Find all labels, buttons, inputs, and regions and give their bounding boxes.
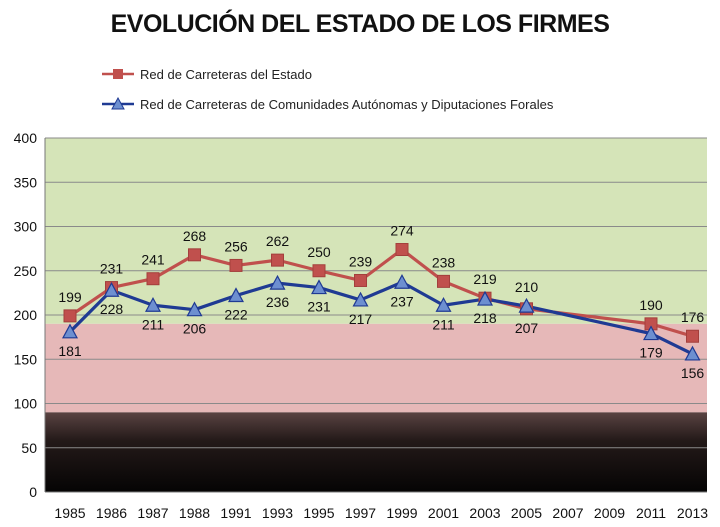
marker-autonomas [144, 296, 162, 312]
marker-autonomas [352, 291, 369, 307]
marker-autonomas [103, 281, 120, 297]
data-label-autonomas: 210 [515, 279, 539, 295]
data-label-estado: 176 [681, 309, 705, 325]
x-tick-label: 2009 [594, 505, 625, 521]
x-tick-label: 2003 [469, 505, 500, 521]
marker-estado [354, 273, 367, 287]
marker-autonomas [435, 296, 452, 312]
data-label-autonomas: 156 [681, 365, 705, 381]
y-tick-label: 100 [14, 396, 38, 412]
y-tick-label: 0 [29, 484, 37, 500]
y-tick-label: 350 [14, 174, 38, 190]
marker-autonomas [684, 345, 701, 361]
marker-autonomas [642, 325, 660, 341]
marker-estado [395, 243, 409, 257]
x-tick-label: 1999 [386, 505, 417, 521]
marker-estado [437, 274, 450, 288]
marker-estado [188, 248, 201, 262]
y-tick-label: 150 [14, 351, 38, 367]
data-label-autonomas: 222 [224, 307, 248, 323]
data-label-estado: 207 [515, 320, 539, 336]
marker-estado [229, 258, 243, 272]
legend-marker-triangle-icon [102, 97, 134, 110]
x-tick-label: 1995 [303, 505, 334, 521]
marker-estado [686, 329, 699, 343]
series-line-0 [69, 247, 693, 338]
band-1 [45, 323, 707, 413]
data-label-estado: 250 [307, 244, 331, 260]
x-tick-label: 1988 [179, 505, 210, 521]
legend-label-autonomas: Red de Carreteras de Comunidades Autónom… [140, 96, 554, 112]
data-label-autonomas: 231 [307, 299, 331, 315]
x-tick-label: 2007 [552, 505, 583, 521]
data-label-estado: 238 [432, 254, 456, 270]
x-tick-label: 1986 [96, 505, 127, 521]
legend-item-autonomas: Red de Carreteras de Comunidades Autónom… [100, 94, 553, 114]
y-tick-label: 300 [14, 219, 38, 235]
x-tick-label: 1991 [220, 505, 251, 521]
data-label-estado: 262 [266, 233, 290, 249]
y-tick-label: 200 [14, 307, 38, 323]
data-label-estado: 231 [100, 261, 124, 277]
data-label-autonomas: 228 [100, 301, 124, 317]
marker-autonomas [393, 273, 411, 289]
data-label-estado: 199 [58, 289, 82, 305]
data-label-autonomas: 179 [639, 345, 663, 361]
marker-autonomas [227, 287, 245, 303]
series-line-1 [68, 280, 694, 356]
x-tick-label: 2011 [636, 505, 666, 521]
y-tick-label: 400 [14, 130, 38, 146]
data-label-estado: 241 [141, 252, 165, 268]
data-label-autonomas: 211 [432, 316, 455, 332]
band-2 [45, 412, 707, 492]
data-label-autonomas: 217 [349, 311, 373, 327]
data-label-estado: 256 [224, 238, 248, 254]
band-0 [45, 138, 707, 324]
marker-estado [146, 272, 160, 286]
y-tick-label: 50 [21, 440, 37, 456]
data-label-estado: 239 [349, 253, 373, 269]
data-label-autonomas: 206 [183, 321, 207, 337]
marker-estado [63, 309, 77, 323]
legend-item-estado: Red de Carreteras del Estado [100, 64, 312, 84]
marker-autonomas [269, 274, 286, 290]
data-label-autonomas: 211 [142, 316, 165, 332]
x-tick-label: 2013 [677, 505, 708, 521]
marker-autonomas [186, 301, 203, 317]
x-tick-label: 1987 [137, 505, 168, 521]
marker-autonomas [61, 323, 79, 339]
marker-estado [312, 264, 326, 278]
data-label-autonomas: 237 [390, 293, 414, 309]
data-label-estado: 268 [183, 228, 207, 244]
x-tick-label: 1985 [54, 505, 85, 521]
data-label-estado: 219 [473, 271, 497, 287]
marker-autonomas [310, 279, 328, 295]
data-label-estado: 190 [639, 297, 663, 313]
legend-label-estado: Red de Carreteras del Estado [140, 66, 312, 82]
marker-autonomas [476, 290, 494, 306]
x-tick-label: 1993 [262, 505, 293, 521]
y-tick-label: 250 [14, 263, 38, 279]
x-tick-label: 2005 [511, 505, 542, 521]
x-tick-label: 1997 [345, 505, 376, 521]
data-label-autonomas: 218 [473, 310, 497, 326]
data-label-autonomas: 181 [58, 343, 82, 359]
marker-estado [271, 253, 284, 267]
data-label-estado: 274 [390, 223, 414, 239]
chart-title: EVOLUCIÓN DEL ESTADO DE LOS FIRMES [110, 10, 610, 38]
data-label-autonomas: 236 [266, 294, 290, 310]
x-tick-label: 2001 [428, 505, 459, 521]
marker-autonomas [518, 297, 535, 313]
legend-marker-square-icon [102, 69, 134, 79]
